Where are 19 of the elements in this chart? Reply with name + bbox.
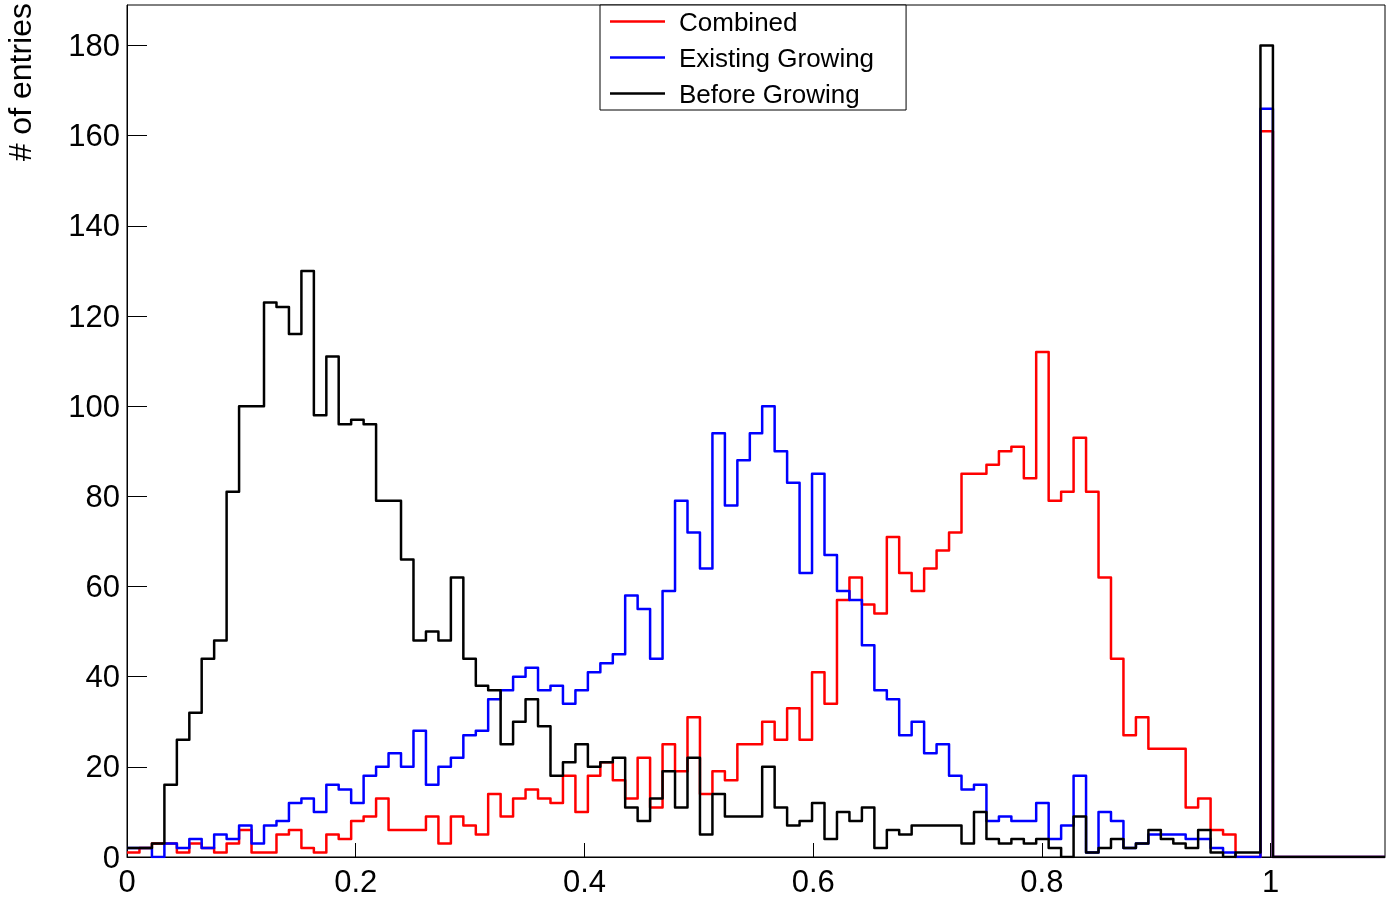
legend-label: Combined: [679, 6, 798, 37]
y-tick-label: 160: [68, 118, 120, 154]
y-tick-label: 180: [68, 28, 120, 64]
x-tick-label: 1: [1262, 864, 1280, 897]
y-tick-label: 100: [68, 388, 120, 424]
legend-label: Existing Growing: [679, 42, 875, 73]
legend-label: Before Growing: [679, 78, 860, 109]
y-tick-label: 140: [68, 208, 120, 244]
y-tick-label: 80: [85, 478, 120, 514]
y-tick-label: 40: [85, 659, 120, 695]
y-tick-label: 120: [68, 298, 120, 334]
y-tick-label: 20: [85, 749, 120, 785]
x-tick-label: 0.6: [791, 864, 835, 897]
x-tick-label: 0.8: [1020, 864, 1064, 897]
y-tick-label: 0: [102, 839, 120, 875]
y-axis-title: # of entries: [2, 3, 38, 162]
x-tick-label: 0.2: [334, 864, 378, 897]
y-tick-label: 60: [85, 569, 120, 605]
x-tick-label: 0.4: [562, 864, 607, 897]
